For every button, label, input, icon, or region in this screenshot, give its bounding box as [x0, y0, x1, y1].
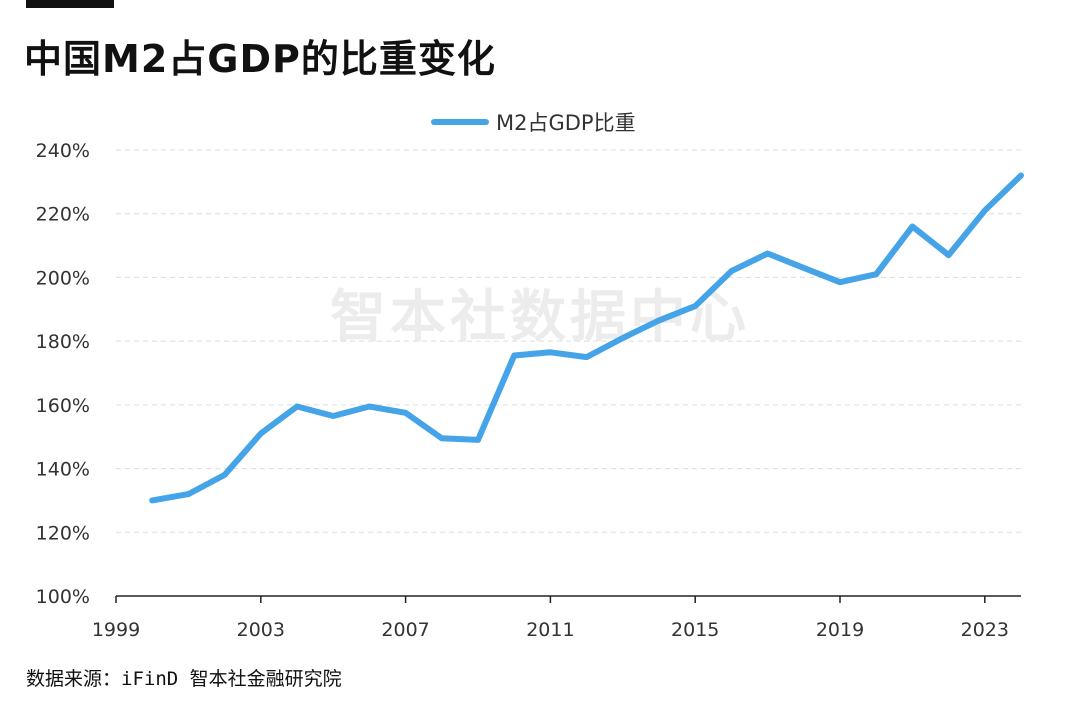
y-tick-label: 200% [36, 267, 90, 289]
watermark: 智本社数据中心 [330, 285, 750, 350]
legend: M2占GDP比重 [431, 111, 636, 135]
title-accent-bar [26, 0, 114, 8]
x-tick-label: 2019 [816, 619, 864, 641]
x-tick-label: 2023 [961, 619, 1009, 641]
series-lines [149, 172, 1024, 504]
x-tick-label: 2011 [526, 619, 574, 641]
x-tick-label: 2007 [381, 619, 429, 641]
legend-label: M2占GDP比重 [496, 111, 636, 135]
series-line [149, 172, 1024, 504]
data-source-note: 数据来源：iFinD 智本社金融研究院 [26, 668, 342, 690]
y-tick-label: 100% [36, 586, 90, 608]
grid-lines [116, 149, 1021, 533]
x-tick-labels: 1999 2003 2007 2011 2015 2019 2023 [92, 619, 1009, 641]
y-tick-labels: 100% 120% 140% 160% 180% 200% 220% 240% [36, 140, 90, 608]
x-tick-label: 1999 [92, 619, 140, 641]
x-axis [115, 595, 1021, 603]
x-tick-label: 2003 [237, 619, 285, 641]
x-tick-label: 2015 [671, 619, 719, 641]
y-tick-label: 140% [36, 459, 90, 481]
y-tick-label: 120% [36, 522, 90, 544]
y-tick-label: 160% [36, 395, 90, 417]
chart-title: 中国M2占GDP的比重变化 [24, 37, 496, 81]
y-tick-label: 180% [36, 331, 90, 353]
y-tick-label: 220% [36, 204, 90, 226]
y-tick-label: 240% [36, 140, 90, 162]
